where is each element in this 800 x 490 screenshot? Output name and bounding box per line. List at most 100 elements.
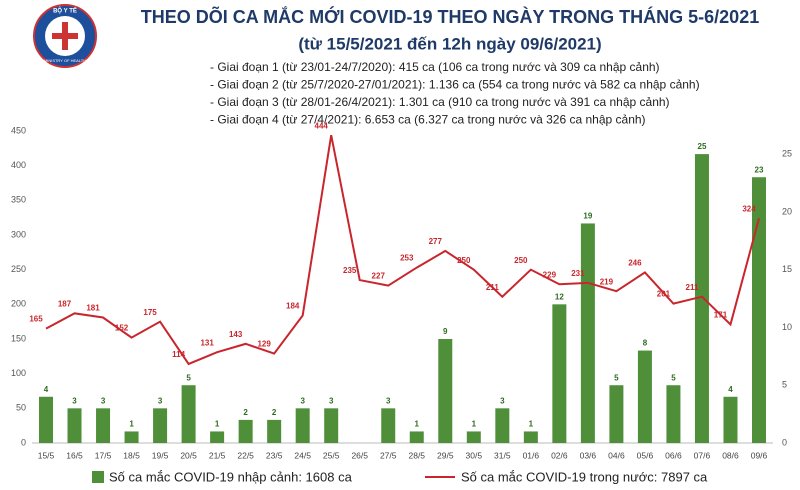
bar-label: 19	[583, 212, 592, 221]
bar-label: 4	[44, 385, 49, 394]
logo-bottom: MINISTRY OF HEALTH	[44, 58, 86, 63]
bar-label: 3	[500, 396, 505, 405]
bar-label: 1	[215, 420, 220, 429]
bar	[723, 396, 738, 443]
x-tick-label: 17/5	[95, 450, 112, 460]
bar	[752, 177, 766, 443]
x-tick-label: 06/6	[665, 450, 682, 460]
line-label: 253	[400, 254, 414, 263]
line-label: 235	[343, 266, 357, 275]
bar	[210, 431, 225, 443]
x-tick-label: 09/6	[751, 450, 768, 460]
bar-label: 5	[671, 373, 676, 382]
line-label: 184	[286, 302, 300, 311]
x-tick-label: 28/5	[408, 450, 425, 460]
y-tick-label: 400	[11, 160, 26, 170]
x-tick-label: 15/5	[38, 450, 55, 460]
line-label: 171	[714, 311, 728, 320]
legend-label: Số ca mắc COVID-19 trong nước: 7897 ca	[461, 469, 708, 484]
legend-swatch	[92, 471, 104, 483]
bar-label: 1	[529, 420, 534, 429]
y2-tick-label: 0	[782, 437, 787, 447]
x-tick-label: 26/5	[351, 450, 368, 460]
bar	[666, 385, 681, 443]
bar-label: 8	[643, 339, 648, 348]
line-label: 229	[543, 270, 557, 279]
line-label: 143	[229, 330, 243, 339]
bar-label: 3	[101, 396, 106, 405]
line-label: 181	[86, 304, 100, 313]
bar-label: 3	[300, 396, 305, 405]
y2-tick-label: 25	[782, 148, 792, 158]
bar-label: 2	[243, 408, 248, 417]
logo-cross	[52, 33, 78, 39]
line-label: 131	[200, 338, 214, 347]
bar	[694, 154, 709, 443]
x-tick-label: 27/5	[380, 450, 397, 460]
line-label: 219	[600, 277, 614, 286]
bar	[580, 223, 595, 443]
bar-label: 5	[186, 373, 191, 382]
y-tick-label: 300	[11, 229, 26, 239]
line-label: 250	[457, 256, 471, 265]
bar	[381, 408, 396, 443]
bar-label: 25	[698, 142, 707, 151]
bar-label: 3	[329, 396, 334, 405]
y2-tick-label: 15	[782, 264, 792, 274]
line-label: 250	[514, 256, 528, 265]
y2-tick-label: 10	[782, 322, 792, 332]
bar	[324, 408, 339, 443]
annotation: - Giai đoạn 2 (từ 25/7/2020-27/01/2021):…	[210, 78, 700, 92]
bar	[523, 431, 538, 443]
bar	[238, 419, 253, 443]
x-tick-label: 30/5	[466, 450, 483, 460]
y-tick-label: 250	[11, 264, 26, 274]
bar	[609, 385, 624, 443]
bar-label: 1	[415, 420, 420, 429]
bar-label: 1	[472, 420, 477, 429]
line-label: 211	[686, 283, 699, 292]
x-tick-label: 24/5	[294, 450, 311, 460]
bar	[495, 408, 510, 443]
x-tick-label: 21/5	[209, 450, 226, 460]
bar-label: 4	[728, 385, 733, 394]
bar	[637, 350, 652, 443]
y-tick-label: 350	[11, 195, 26, 205]
x-tick-label: 05/6	[637, 450, 654, 460]
bar	[438, 339, 453, 443]
bar-label: 3	[386, 396, 391, 405]
line-label: 324	[742, 204, 756, 213]
logo-top: BỘ Y TẾ	[53, 7, 77, 15]
bar	[466, 431, 481, 443]
bar-label: 2	[272, 408, 277, 417]
bar	[181, 385, 196, 443]
line-label: 165	[29, 315, 43, 324]
line-label: 246	[628, 259, 642, 268]
y2-tick-label: 20	[782, 206, 792, 216]
x-tick-label: 22/5	[237, 450, 254, 460]
chart-subtitle: (từ 15/5/2021 đến 12h ngày 09/6/2021)	[298, 34, 601, 53]
bar	[124, 431, 139, 443]
x-tick-label: 07/6	[694, 450, 711, 460]
legend-label: Số ca mắc COVID-19 nhập cảnh: 1608 ca	[109, 469, 353, 484]
y2-tick-label: 5	[782, 380, 787, 390]
y-tick-label: 0	[21, 437, 26, 447]
y-tick-label: 200	[11, 299, 26, 309]
bar	[39, 396, 53, 443]
line	[45, 134, 760, 366]
annotation: - Giai đoạn 3 (từ 28/01-26/4/2021): 1.30…	[210, 95, 670, 109]
line-label: 211	[486, 283, 499, 292]
bar	[295, 408, 310, 443]
x-tick-label: 23/5	[266, 450, 283, 460]
line-label: 175	[143, 308, 157, 317]
bar-label: 1	[129, 420, 134, 429]
line-label: 152	[115, 324, 129, 333]
y-tick-label: 450	[11, 125, 26, 135]
line-label: 227	[372, 272, 386, 281]
annotation: - Giai đoạn 1 (từ 23/01-24/7/2020): 415 …	[210, 60, 660, 74]
line-label: 444	[315, 121, 329, 130]
x-tick-label: 31/5	[494, 450, 511, 460]
line-label: 201	[657, 290, 671, 299]
y-tick-label: 150	[11, 333, 26, 343]
